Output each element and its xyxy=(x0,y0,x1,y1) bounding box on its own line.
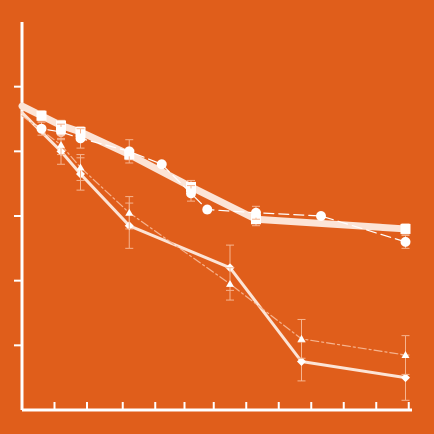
series-1-point xyxy=(36,123,47,134)
series-3-point xyxy=(125,208,134,216)
series-3-point xyxy=(76,163,85,171)
series-3-point xyxy=(226,279,234,287)
series-1-point xyxy=(56,126,66,137)
series-1-line xyxy=(21,115,407,243)
series-0-point xyxy=(36,110,47,121)
series-1-point xyxy=(316,211,326,221)
series-2-point xyxy=(401,373,410,383)
series-1-point xyxy=(124,146,135,157)
series-2-point xyxy=(297,357,306,366)
series-1-point xyxy=(400,236,411,247)
series-1-point xyxy=(156,159,167,170)
series-1-point xyxy=(75,133,86,144)
series-0-point xyxy=(400,223,411,234)
series-3-point xyxy=(297,334,306,342)
series-1-point xyxy=(251,207,261,218)
series-3-point xyxy=(401,351,410,359)
series-1-point xyxy=(202,204,213,215)
series-layer xyxy=(18,102,411,401)
series-1-point xyxy=(186,188,196,199)
series-3-point xyxy=(57,140,65,148)
axes xyxy=(14,22,412,412)
